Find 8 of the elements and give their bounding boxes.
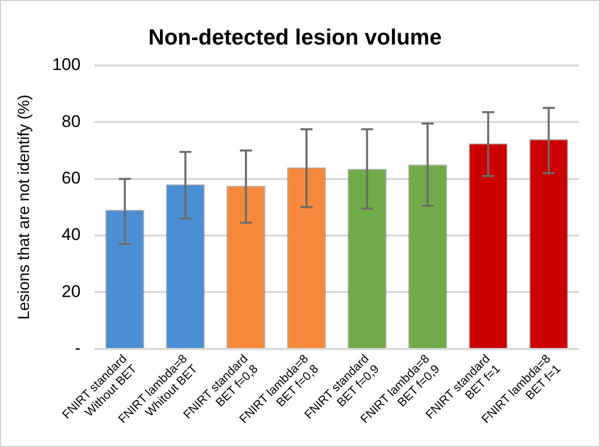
y-tick-label: 100 — [52, 55, 81, 74]
y-tick-label: - — [74, 338, 81, 358]
y-tick-label: 60 — [62, 168, 81, 188]
y-tick-label: 20 — [62, 282, 81, 301]
y-tick-label: 80 — [62, 112, 81, 131]
y-axis-title: Lesions that are not identify (%) — [16, 94, 34, 320]
y-tick-label: 40 — [62, 225, 81, 244]
chart-title: Non-detected lesion volume — [148, 24, 442, 50]
